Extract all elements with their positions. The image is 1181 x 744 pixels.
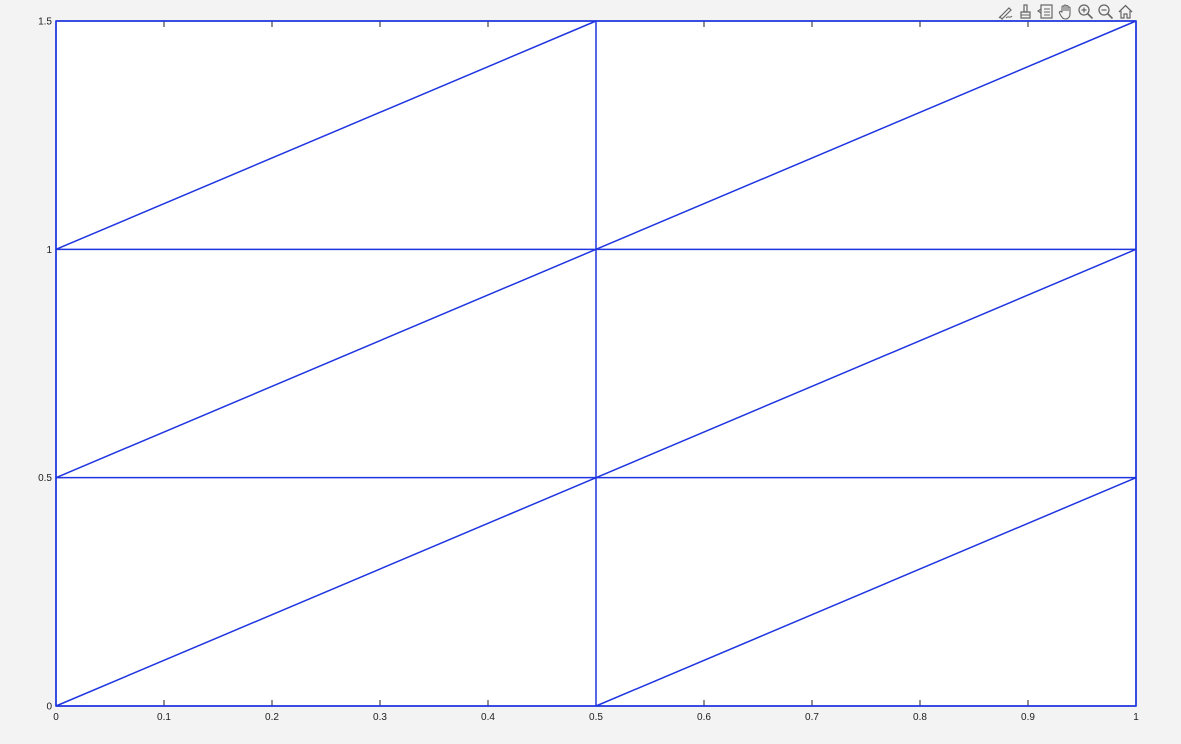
datatip-icon [1037,3,1053,19]
y-tick-label: 0 [46,702,52,713]
zoom-in-icon [1078,3,1094,19]
mesh-edge-11 [595,248,1137,479]
y-tick-label: 1.5 [38,17,52,28]
mesh-edge-10 [595,476,1137,707]
x-tick-label: 1 [1133,712,1139,723]
x-tick-label: 0.2 [265,712,279,723]
zoom-in-button[interactable] [1076,2,1095,21]
x-tick-label: 0.6 [697,712,711,723]
axes-toolbar [996,1,1135,21]
mesh-edge-12 [595,20,1137,251]
x-tick-label: 0.8 [913,712,927,723]
pan-button[interactable] [1056,2,1075,21]
mesh-edge-8 [55,248,597,479]
datatip-button[interactable] [1036,2,1055,21]
brush-icon [1020,3,1031,19]
mesh-edge-9 [55,20,597,251]
y-tick-label: 1 [46,245,52,256]
x-tick-label: 0.7 [805,712,819,723]
edit-icon [998,6,1013,20]
zoom-out-button[interactable] [1096,2,1115,21]
axes-box [55,20,1137,707]
x-tick-label: 0.5 [589,712,603,723]
home-button[interactable] [1116,2,1135,21]
zoom-out-icon [1098,3,1114,19]
home-icon [1118,4,1133,19]
edit-button[interactable] [996,2,1015,21]
brush-button[interactable] [1016,2,1035,21]
y-tick-label: 0.5 [38,473,52,484]
mesh-edge-7 [55,476,597,707]
pan-icon [1058,3,1071,20]
x-tick-label: 0.3 [373,712,387,723]
x-tick-label: 0.4 [481,712,495,723]
x-tick-label: 0.9 [1021,712,1035,723]
x-tick-label: 0.1 [157,712,171,723]
x-tick-label: 0 [53,712,59,723]
